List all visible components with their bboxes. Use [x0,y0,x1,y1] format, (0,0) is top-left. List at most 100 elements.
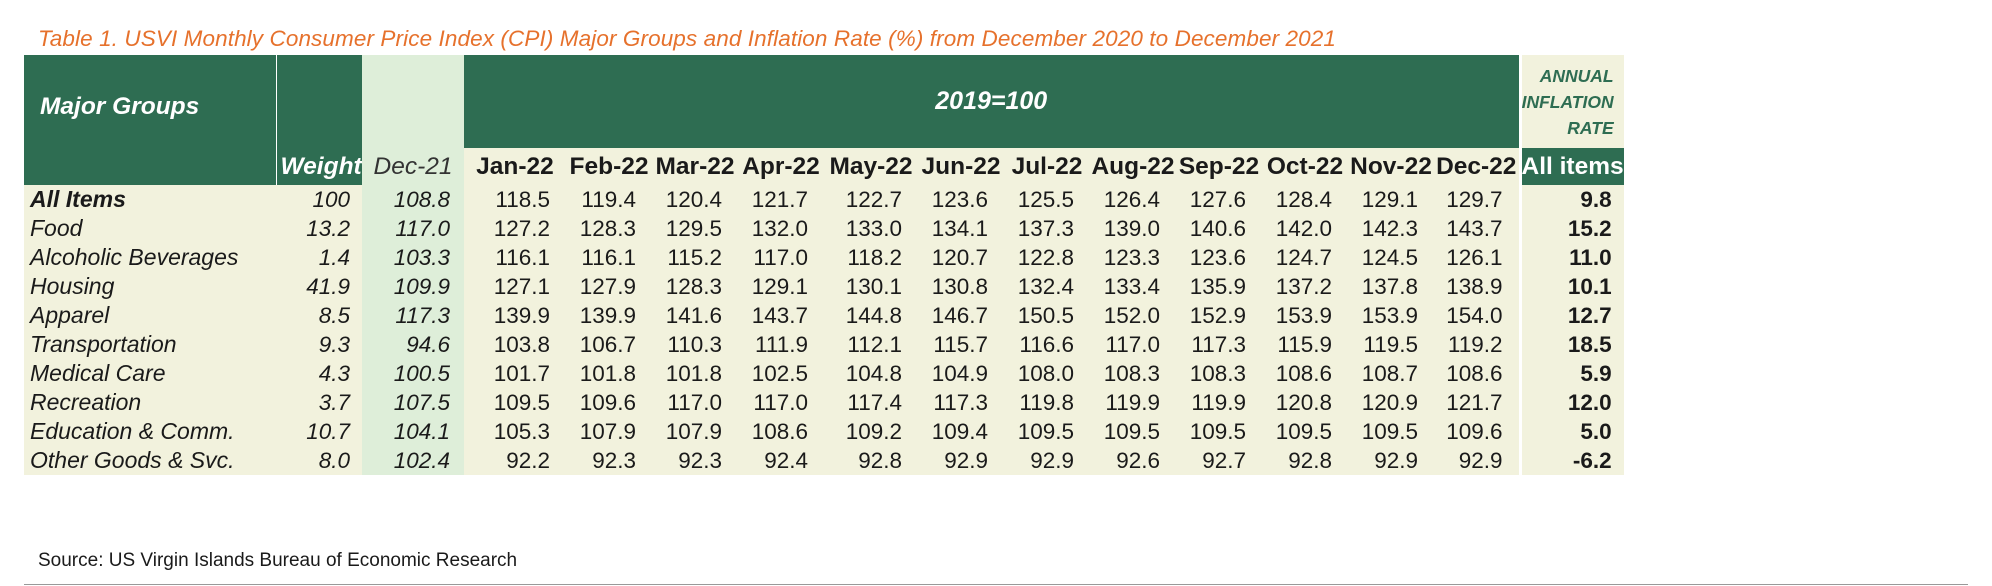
month-value-cell: 138.9 [1434,272,1520,301]
month-value-cell: 92.4 [738,446,824,475]
month-value-cell: 92.6 [1090,446,1176,475]
month-value-cell: 107.9 [652,417,738,446]
table-row: Housing 41.9 109.9 127.1 127.9 128.3 129.1 130.… [24,272,1624,301]
dec-21-cell: 103.3 [362,243,464,272]
month-value-cell: 128.3 [652,272,738,301]
month-value-cell: 117.0 [738,388,824,417]
month-header: Jun-22 [918,148,1004,185]
month-value-cell: 108.3 [1176,359,1262,388]
group-name-cell: Recreation [24,388,276,417]
dec-21-cell: 100.5 [362,359,464,388]
month-value-cell: 119.5 [1348,330,1434,359]
table-caption: Table 1. USVI Monthly Consumer Price Ind… [38,26,1336,51]
month-value-cell: 132.0 [738,214,824,243]
group-name-cell: Education & Comm. [24,417,276,446]
major-groups-header: Major Groups [24,55,276,148]
month-value-cell: 143.7 [738,301,824,330]
group-name-cell: Food [24,214,276,243]
month-header: Mar-22 [652,148,738,185]
dec-21-cell: 94.6 [362,330,464,359]
month-value-cell: 142.0 [1262,214,1348,243]
table-row: Other Goods & Svc. 8.0 102.4 92.2 92.3 92.3 92… [24,446,1624,475]
month-value-cell: 116.1 [566,243,652,272]
month-value-cell: 117.0 [1090,330,1176,359]
month-value-cell: 133.0 [824,214,918,243]
month-value-cell: 115.7 [918,330,1004,359]
group-name-cell: All Items [24,185,276,214]
month-value-cell: 116.1 [464,243,566,272]
month-value-cell: 128.4 [1262,185,1348,214]
table-row: Food 13.2 117.0 127.2 128.3 129.5 132.0 133.0 13… [24,214,1624,243]
month-value-cell: 112.1 [824,330,918,359]
header-row-top: Major Groups 2019=100 ANNUAL INFLATION R… [24,55,1624,148]
month-value-cell: 92.9 [1348,446,1434,475]
month-value-cell: 109.5 [1348,417,1434,446]
month-value-cell: 130.1 [824,272,918,301]
month-header: Sep-22 [1176,148,1262,185]
table-row: All Items 100 108.8 118.5 119.4 120.4 121.7 122… [24,185,1624,214]
dec-21-header: Dec-21 [362,148,464,185]
month-value-cell: 92.2 [464,446,566,475]
month-value-cell: 127.6 [1176,185,1262,214]
month-value-cell: 92.9 [1004,446,1090,475]
month-value-cell: 143.7 [1434,214,1520,243]
table-row: Recreation 3.7 107.5 109.5 109.6 117.0 117.0 11… [24,388,1624,417]
table-row: Medical Care 4.3 100.5 101.7 101.8 101.8 102.5… [24,359,1624,388]
month-value-cell: 130.8 [918,272,1004,301]
group-name-cell: Alcoholic Beverages [24,243,276,272]
annual-inflation-cell: 11.0 [1518,243,1624,272]
weight-cell: 8.5 [276,301,362,330]
dec-21-cell: 107.5 [362,388,464,417]
month-value-cell: 118.5 [464,185,566,214]
month-value-cell: 122.7 [824,185,918,214]
weight-cell: 9.3 [276,330,362,359]
month-value-cell: 153.9 [1348,301,1434,330]
month-value-cell: 127.1 [464,272,566,301]
month-value-cell: 101.7 [464,359,566,388]
month-value-cell: 106.7 [566,330,652,359]
month-value-cell: 119.4 [566,185,652,214]
month-value-cell: 109.4 [918,417,1004,446]
dec-21-cell: 117.3 [362,301,464,330]
annual-inflation-cell: 10.1 [1518,272,1624,301]
month-value-cell: 121.7 [738,185,824,214]
annual-inflation-header: ANNUAL INFLATION RATE [1518,55,1624,148]
month-value-cell: 108.6 [738,417,824,446]
header-row-sub: Weight Dec-21 Jan-22 Feb-22 Mar-22 Apr-22 Ma… [24,148,1624,185]
month-value-cell: 120.7 [918,243,1004,272]
month-header: Apr-22 [738,148,824,185]
month-value-cell: 123.3 [1090,243,1176,272]
annual-header-line2: INFLATION [1521,91,1614,112]
month-value-cell: 137.8 [1348,272,1434,301]
month-value-cell: 135.9 [1176,272,1262,301]
annual-inflation-cell: 12.7 [1518,301,1624,330]
annual-inflation-cell: 15.2 [1518,214,1624,243]
month-value-cell: 109.5 [1004,417,1090,446]
month-value-cell: 108.6 [1434,359,1520,388]
month-value-cell: 120.9 [1348,388,1434,417]
weight-cell: 1.4 [276,243,362,272]
table-row: Transportation 9.3 94.6 103.8 106.7 110.3 111.… [24,330,1624,359]
month-value-cell: 109.5 [1090,417,1176,446]
month-value-cell: 125.5 [1004,185,1090,214]
dec-21-cell: 108.8 [362,185,464,214]
month-value-cell: 92.3 [652,446,738,475]
month-value-cell: 139.9 [464,301,566,330]
bottom-rule [24,584,1968,585]
month-value-cell: 105.3 [464,417,566,446]
month-value-cell: 129.7 [1434,185,1520,214]
month-value-cell: 150.5 [1004,301,1090,330]
month-value-cell: 141.6 [652,301,738,330]
month-value-cell: 144.8 [824,301,918,330]
month-value-cell: 146.7 [918,301,1004,330]
weight-cell: 13.2 [276,214,362,243]
month-value-cell: 92.7 [1176,446,1262,475]
month-value-cell: 116.6 [1004,330,1090,359]
month-value-cell: 92.8 [824,446,918,475]
annual-inflation-cell: 12.0 [1518,388,1624,417]
dec-21-cell: 109.9 [362,272,464,301]
month-value-cell: 139.0 [1090,214,1176,243]
weight-cell: 3.7 [276,388,362,417]
month-value-cell: 124.5 [1348,243,1434,272]
month-value-cell: 153.9 [1262,301,1348,330]
